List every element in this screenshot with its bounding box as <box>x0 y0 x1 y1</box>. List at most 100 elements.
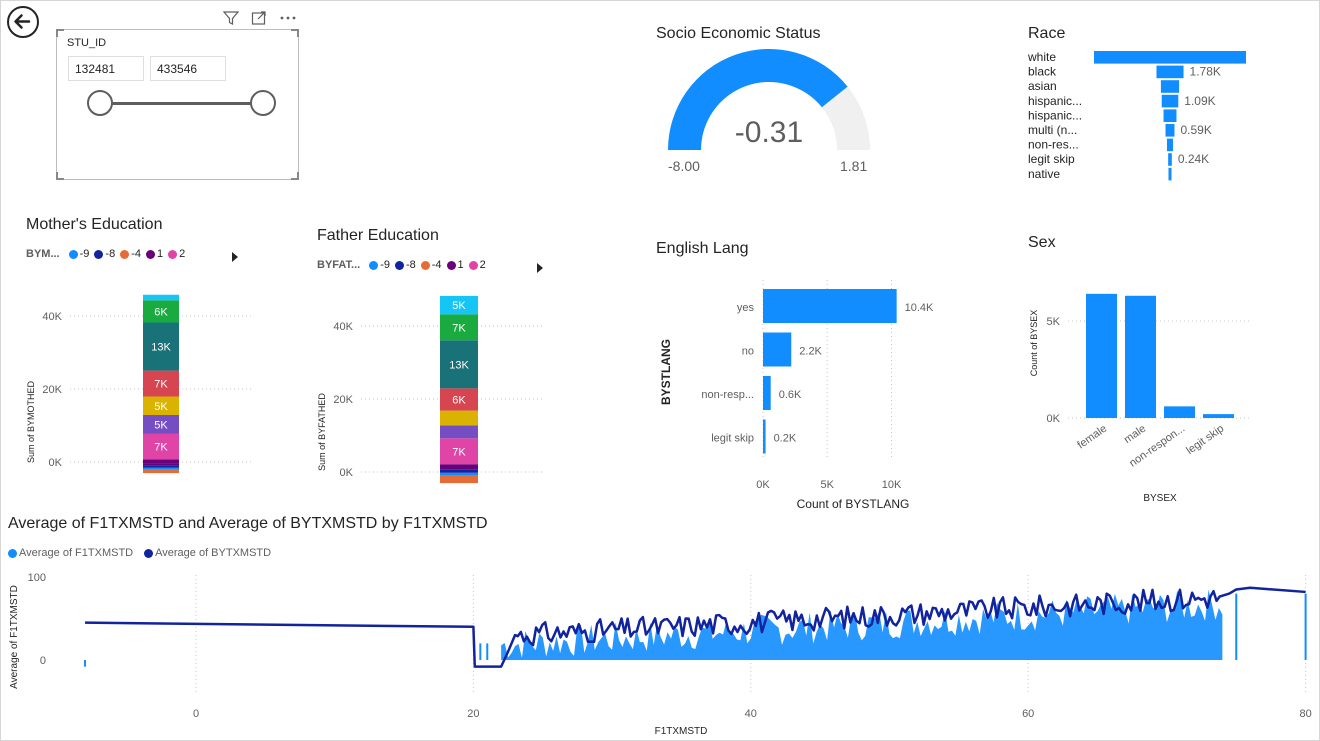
slicer-max-input[interactable]: 433546 <box>150 56 226 81</box>
category-label: yes <box>737 302 755 314</box>
race-category-label: asian <box>1028 79 1057 93</box>
race-bar <box>1165 124 1175 137</box>
legend-label: BYM... <box>26 248 60 260</box>
segment-data-label: 5K <box>154 401 168 413</box>
y-tick-label: 0 <box>40 655 46 667</box>
category-label: no <box>742 346 754 358</box>
segment-data-label: 7K <box>452 446 466 458</box>
legend-item[interactable]: 2 <box>468 259 486 271</box>
legend-item[interactable]: 2 <box>168 248 185 260</box>
slicer-min-thumb[interactable] <box>87 90 113 116</box>
gauge-title: Socio Economic Status <box>656 25 821 42</box>
x-tick-label: 60 <box>1022 708 1034 720</box>
english-title: English Lang <box>656 240 749 257</box>
sex-title: Sex <box>1028 234 1056 251</box>
segment-data-label: 6K <box>154 306 168 318</box>
race-bar <box>1094 51 1246 64</box>
category-label: legit skip <box>711 433 754 445</box>
mother-legend: BYM... -9 -8 -4 1 2 <box>26 248 187 260</box>
legend-item[interactable]: -8 <box>94 248 115 260</box>
resize-handle[interactable] <box>291 172 299 180</box>
stacked-segment <box>143 322 179 371</box>
legend-item[interactable]: -4 <box>120 248 141 260</box>
column <box>1203 414 1234 418</box>
category-label: non-resp... <box>701 389 754 401</box>
y-axis-title: Sum of BYMOTHED <box>26 380 36 463</box>
resize-handle[interactable] <box>291 29 299 37</box>
slicer-min-input[interactable]: 132481 <box>68 56 144 81</box>
bar <box>763 289 897 323</box>
x-tick-label: 0K <box>756 479 770 491</box>
stacked-segment <box>440 410 478 426</box>
resize-handle[interactable] <box>56 172 64 180</box>
legend-item[interactable]: Average of F1TXMSTD <box>8 547 133 559</box>
resize-handle[interactable] <box>56 29 64 37</box>
stu-id-slicer[interactable]: STU_ID 132481 433546 <box>56 29 299 180</box>
race-data-label: 0.59K <box>1180 123 1211 137</box>
stacked-segment <box>440 425 478 439</box>
legend-next-icon[interactable] <box>231 249 239 267</box>
slicer-track[interactable] <box>100 102 264 105</box>
bar <box>763 376 771 410</box>
line-chart[interactable]: Average of F1TXMSTD 100 0 0 20 40 60 80 F1TXMSTD <box>0 565 1318 739</box>
segment-data-label: 7K <box>452 322 466 334</box>
x-axis-title: BYSEX <box>1143 493 1177 504</box>
mother-education-chart[interactable]: Sum of BYMOTHED 40K 20K 0K 7K 5K 5K 7K 13K 6K <box>22 282 262 482</box>
gauge-min-label: -8.00 <box>668 158 700 174</box>
gauge-fill <box>668 48 848 150</box>
column <box>1125 295 1156 418</box>
stacked-segment <box>143 300 179 323</box>
stacked-segment <box>143 463 179 466</box>
legend-item[interactable]: -8 <box>394 259 416 271</box>
bar-data-label: 0.2K <box>774 433 797 445</box>
gauge-value: -0.31 <box>735 116 803 149</box>
category-label: male <box>1122 423 1148 447</box>
stacked-segment <box>143 396 179 416</box>
filter-icon[interactable] <box>222 10 240 29</box>
stacked-segment <box>440 438 478 465</box>
legend-item[interactable]: -9 <box>369 259 390 271</box>
race-bar <box>1168 153 1172 166</box>
bar-data-label: 2.2K <box>799 346 822 358</box>
father-education-chart[interactable]: Sum of BYFATHED 40K 20K 0K 7K 6K 13K 7K 5K <box>313 290 553 490</box>
legend-item[interactable]: Average of BYTXMSTD <box>144 547 271 559</box>
stacked-segment <box>143 370 179 397</box>
slicer-max-thumb[interactable] <box>250 90 276 116</box>
focus-mode-icon[interactable] <box>251 10 267 29</box>
segment-data-label: 13K <box>449 359 469 371</box>
stacked-segment <box>440 469 478 473</box>
race-bar <box>1161 94 1179 108</box>
y-tick-label: 100 <box>28 572 46 584</box>
stacked-segment <box>440 314 478 341</box>
gauge-max-label: 1.81 <box>840 158 868 174</box>
legend-item[interactable]: 1 <box>446 259 464 271</box>
segment-data-label: 6K <box>452 394 466 406</box>
stacked-segment <box>143 459 179 464</box>
x-axis-title: Count of BYSTLANG <box>797 497 910 511</box>
back-button[interactable] <box>7 6 39 38</box>
legend-item[interactable]: -4 <box>420 259 442 271</box>
bar-data-label: 10.4K <box>905 302 934 314</box>
stacked-segment <box>143 415 179 434</box>
father-title: Father Education <box>317 227 439 244</box>
legend-next-icon[interactable] <box>536 260 544 278</box>
father-legend: BYFAT... -9 -8 -4 1 2 <box>317 259 488 271</box>
legend-item[interactable]: 1 <box>145 248 163 260</box>
stacked-segment <box>143 467 179 470</box>
category-label: female <box>1075 423 1109 452</box>
race-bar <box>1168 167 1172 181</box>
column <box>1164 406 1195 418</box>
y-tick-label: 0K <box>49 457 63 469</box>
race-bar <box>1156 65 1184 79</box>
english-lang-chart[interactable]: BYSTLANG 0K 5K 10K yes 10.4K no 2.2K non-resp...… <box>650 272 980 517</box>
y-tick-label: 0K <box>340 467 354 479</box>
gauge-chart[interactable]: -0.31 <box>660 48 880 158</box>
stacked-segment <box>143 294 179 301</box>
stacked-segment <box>440 295 478 315</box>
legend-item[interactable]: -9 <box>68 248 89 260</box>
race-category-label: multi (n... <box>1028 123 1077 137</box>
more-options-icon[interactable] <box>279 10 297 29</box>
race-bar <box>1160 80 1180 93</box>
